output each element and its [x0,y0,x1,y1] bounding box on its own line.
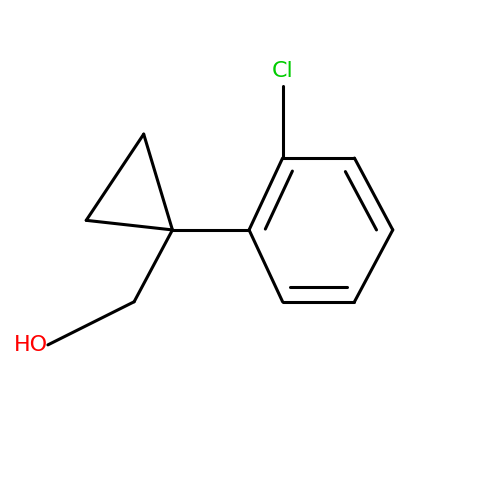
Text: Cl: Cl [272,61,294,81]
Text: HO: HO [14,335,48,355]
